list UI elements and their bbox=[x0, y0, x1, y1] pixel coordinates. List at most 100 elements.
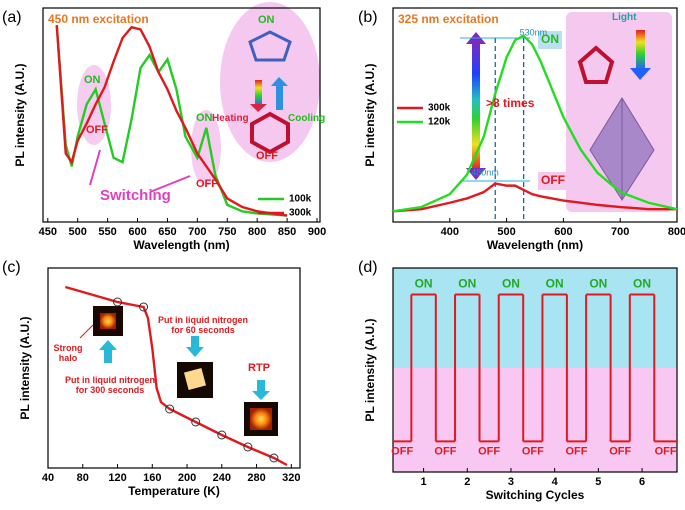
x-axis-label: Wavelength (nm) bbox=[487, 238, 583, 252]
label-bg bbox=[538, 172, 566, 190]
data-point bbox=[113, 297, 123, 307]
label-bg bbox=[538, 31, 562, 49]
annotation: RTP bbox=[248, 362, 270, 374]
panel-label: (a) bbox=[2, 9, 22, 26]
x-tick-label: 40 bbox=[42, 472, 54, 484]
x-axis-label: Switching Cycles bbox=[486, 488, 585, 502]
photo bbox=[183, 367, 207, 391]
annotation: ON bbox=[258, 14, 275, 26]
plot-frame bbox=[47, 267, 301, 469]
on-label: ON bbox=[633, 277, 651, 291]
line-series bbox=[392, 182, 677, 213]
y-axis-label: PL intensity (A.U.) bbox=[13, 63, 27, 166]
reference-label: 480nm bbox=[471, 167, 499, 177]
legend-label: 100k bbox=[289, 194, 312, 205]
annotation: Put in liquid nitrogen for 300 seconds bbox=[65, 375, 155, 395]
arrow bbox=[255, 80, 262, 106]
arrow bbox=[89, 149, 101, 186]
line-series bbox=[65, 285, 288, 467]
x-axis-label: Wavelength (nm) bbox=[133, 238, 229, 252]
x-tick-label: 600 bbox=[554, 226, 572, 238]
x-tick-label: 400 bbox=[441, 226, 459, 238]
off-label: OFF bbox=[609, 445, 631, 457]
off-label: OFF bbox=[434, 445, 456, 457]
x-tick-label: 5 bbox=[595, 476, 601, 488]
x-tick-label: 900 bbox=[308, 226, 326, 238]
data-point bbox=[165, 404, 175, 414]
photo bbox=[250, 408, 272, 430]
x-tick-label: 500 bbox=[497, 226, 515, 238]
molecule bbox=[250, 111, 290, 155]
data-point bbox=[191, 417, 201, 427]
annotation: Put in liquid nitrogen for 60 seconds bbox=[158, 315, 248, 335]
pointer bbox=[79, 324, 94, 339]
photo bbox=[100, 313, 116, 329]
legend-label: 300k bbox=[289, 208, 312, 219]
reference-label: 530nm bbox=[520, 27, 548, 37]
data-point bbox=[269, 453, 279, 463]
arrow bbox=[636, 30, 645, 70]
x-tick-label: 1 bbox=[421, 476, 427, 488]
annotation: OFF bbox=[541, 173, 565, 187]
inset-bg bbox=[220, 2, 320, 162]
x-tick-label: 280 bbox=[247, 472, 265, 484]
annotation: ON bbox=[541, 32, 559, 46]
x-tick-label: 500 bbox=[69, 226, 87, 238]
x-tick-label: 650 bbox=[158, 226, 176, 238]
x-tick-label: 3 bbox=[508, 476, 514, 488]
arrow bbox=[250, 104, 267, 112]
molecule bbox=[577, 45, 615, 84]
arrow bbox=[630, 68, 651, 80]
chart-title: 450 nm excitation bbox=[48, 12, 149, 26]
x-tick-label: 450 bbox=[39, 226, 57, 238]
arrow bbox=[104, 349, 112, 363]
annotation: Switching bbox=[100, 187, 171, 204]
annotation: OFF bbox=[196, 178, 218, 190]
off-label: OFF bbox=[566, 445, 588, 457]
plot-frame bbox=[392, 267, 678, 473]
annotation: ON bbox=[196, 112, 213, 124]
arrow bbox=[99, 340, 117, 350]
legend-label: 300k bbox=[428, 103, 451, 114]
y-axis-label: PL intensity (A.U.) bbox=[363, 63, 377, 166]
arrow bbox=[276, 84, 283, 110]
annotation: OFF bbox=[256, 150, 278, 162]
x-tick-label: 120 bbox=[108, 472, 126, 484]
x-tick-label: 800 bbox=[248, 226, 266, 238]
x-tick-label: 550 bbox=[98, 226, 116, 238]
arrow bbox=[191, 336, 199, 348]
arrow bbox=[466, 168, 486, 180]
arrow bbox=[271, 77, 288, 86]
x-tick-label: 240 bbox=[213, 472, 231, 484]
arrow bbox=[472, 42, 480, 170]
plot-frame bbox=[42, 7, 321, 223]
arrow bbox=[149, 175, 191, 193]
annotation: Light bbox=[612, 12, 637, 23]
x-tick-label: 700 bbox=[611, 226, 629, 238]
annotation: OFF bbox=[86, 124, 108, 136]
panel-label: (d) bbox=[358, 259, 378, 276]
molecule bbox=[248, 30, 292, 62]
x-tick-label: 160 bbox=[143, 472, 161, 484]
off-label: OFF bbox=[655, 445, 677, 457]
edges bbox=[410, 294, 656, 442]
on-label: ON bbox=[589, 277, 607, 291]
annotation: ON bbox=[84, 74, 101, 86]
x-tick-label: 200 bbox=[178, 472, 196, 484]
off-label: OFF bbox=[522, 445, 544, 457]
data-point bbox=[217, 430, 227, 440]
annotation: Heating bbox=[212, 113, 249, 124]
x-tick-label: 4 bbox=[552, 476, 559, 488]
x-tick-label: 2 bbox=[464, 476, 470, 488]
x-tick-label: 700 bbox=[188, 226, 206, 238]
on-label: ON bbox=[458, 277, 476, 291]
on-label: ON bbox=[502, 277, 520, 291]
x-tick-label: 850 bbox=[278, 226, 296, 238]
panel-label: (c) bbox=[2, 259, 21, 276]
y-axis-label: PL intensity (A.U.) bbox=[18, 316, 32, 419]
off-label: OFF bbox=[478, 445, 500, 457]
panel-label: (b) bbox=[358, 9, 378, 26]
off-label: OFF bbox=[391, 445, 413, 457]
arrow bbox=[252, 391, 270, 400]
